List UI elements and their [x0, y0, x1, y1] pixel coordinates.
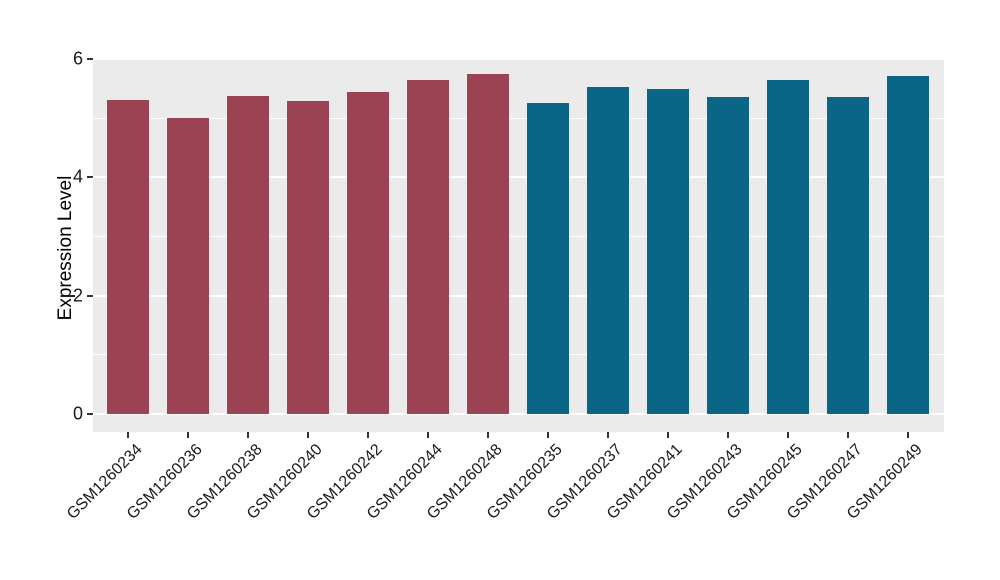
bar-GSM1260238	[227, 95, 270, 414]
gridline-minor-y5	[93, 117, 944, 119]
x-tick-mark-GSM1260238	[247, 432, 250, 438]
y-tick-mark-0	[87, 413, 93, 415]
y-tick-mark-2	[87, 294, 93, 297]
gridline-minor-y3	[93, 235, 944, 237]
y-tick-label-6: 6	[72, 48, 83, 69]
bar-GSM1260237	[587, 87, 630, 414]
bar-GSM1260247	[827, 96, 870, 414]
bar-GSM1260240	[287, 101, 330, 414]
x-tick-mark-GSM1260236	[187, 432, 190, 438]
bar-GSM1260249	[887, 75, 930, 414]
gridline-major-y4	[93, 176, 944, 179]
x-tick-mark-GSM1260237	[607, 432, 610, 438]
gridline-major-y2	[93, 294, 944, 297]
bar-GSM1260243	[707, 97, 750, 414]
y-tick-label-2: 2	[72, 285, 83, 306]
x-tick-mark-GSM1260240	[307, 432, 310, 438]
bar-GSM1260248	[467, 74, 510, 414]
x-tick-mark-GSM1260243	[727, 432, 730, 438]
x-tick-mark-GSM1260248	[487, 432, 490, 438]
x-tick-mark-GSM1260242	[367, 432, 370, 438]
bar-GSM1260241	[647, 88, 690, 414]
x-tick-mark-GSM1260234	[127, 432, 130, 438]
y-tick-mark-4	[87, 176, 93, 179]
bar-GSM1260244	[407, 79, 450, 414]
bar-GSM1260236	[167, 118, 210, 414]
x-tick-mark-GSM1260244	[427, 432, 430, 438]
x-tick-mark-GSM1260245	[787, 432, 790, 438]
gridline-major-y0	[93, 413, 944, 415]
x-tick-mark-GSM1260247	[847, 432, 850, 438]
bar-GSM1260235	[527, 103, 570, 414]
bar-GSM1260245	[767, 79, 810, 414]
bar-GSM1260234	[107, 99, 150, 414]
gridline-minor-y1	[93, 354, 944, 356]
x-tick-mark-GSM1260241	[667, 432, 670, 438]
gridline-major-y6	[93, 58, 944, 60]
bar-GSM1260242	[347, 92, 390, 414]
y-tick-label-0: 0	[72, 403, 83, 424]
y-tick-mark-6	[87, 57, 93, 60]
x-tick-mark-GSM1260249	[907, 432, 910, 438]
y-tick-label-4: 4	[72, 166, 83, 187]
x-tick-mark-GSM1260235	[547, 432, 550, 438]
plot-panel	[93, 58, 944, 432]
